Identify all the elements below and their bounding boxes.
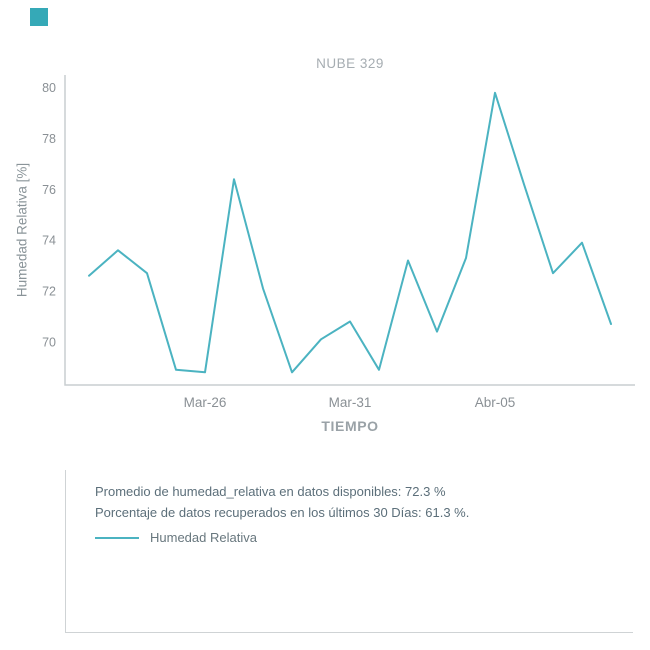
svg-text:80: 80 bbox=[42, 81, 56, 95]
svg-text:74: 74 bbox=[42, 234, 56, 248]
svg-text:Mar-26: Mar-26 bbox=[184, 395, 227, 410]
legend: Humedad Relativa bbox=[95, 530, 633, 545]
legend-line-swatch bbox=[95, 536, 139, 539]
recovered-data-text: Porcentaje de datos recuperados en los ú… bbox=[95, 505, 470, 520]
brand-square-icon bbox=[30, 8, 48, 26]
svg-text:Mar-31: Mar-31 bbox=[329, 395, 372, 410]
svg-text:72: 72 bbox=[42, 284, 56, 298]
svg-text:70: 70 bbox=[42, 335, 56, 349]
average-humidity-text: Promedio de humedad_relativa en datos di… bbox=[95, 484, 446, 499]
svg-text:Abr-05: Abr-05 bbox=[475, 395, 516, 410]
x-axis-label: TIEMPO bbox=[321, 418, 379, 434]
svg-text:76: 76 bbox=[42, 183, 56, 197]
svg-text:78: 78 bbox=[42, 132, 56, 146]
info-box: Promedio de humedad_relativa en datos di… bbox=[65, 470, 633, 633]
chart-title: NUBE 329 bbox=[316, 56, 384, 71]
line-plot: 70 72 74 76 78 80 Mar-26 Mar-31 Abr-05 bbox=[42, 75, 635, 410]
legend-label: Humedad Relativa bbox=[150, 530, 257, 545]
